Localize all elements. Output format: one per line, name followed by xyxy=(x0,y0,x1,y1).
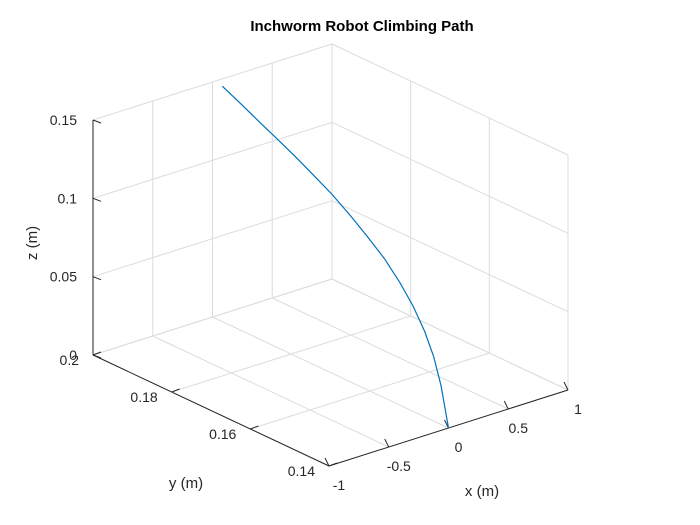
y-tick-mark xyxy=(250,425,259,430)
grid-line xyxy=(331,278,569,391)
grid-line xyxy=(92,43,333,121)
y-tick-label: 0.16 xyxy=(209,426,236,442)
z-tick-mark xyxy=(92,354,102,359)
x-tick-mark xyxy=(563,381,569,391)
z-tick-mark xyxy=(92,276,102,281)
x-tick-label: -0.5 xyxy=(387,458,411,474)
series-layer xyxy=(221,85,450,429)
grid-lines xyxy=(92,43,569,467)
z-tick-mark xyxy=(92,119,102,124)
tick-labels: -1-0.500.510.140.160.180.200.050.10.15 xyxy=(50,112,582,493)
grid-line xyxy=(152,335,389,448)
grid-line xyxy=(250,352,490,430)
grid-line xyxy=(331,200,569,313)
z-tick-mark xyxy=(92,197,102,202)
z-tick-label: 0.1 xyxy=(58,190,78,206)
z-tick-label: 0.05 xyxy=(50,269,77,285)
y-tick-mark xyxy=(92,351,102,356)
y-tick-mark xyxy=(171,388,180,393)
x-tick-label: 0.5 xyxy=(509,420,529,436)
z-tick-label: 0.15 xyxy=(50,112,77,128)
grid-line xyxy=(272,297,509,410)
y-tick-label: 0.2 xyxy=(60,352,80,368)
grid-line xyxy=(92,200,333,278)
x-tick-label: 0 xyxy=(455,439,463,455)
x-tick-label: -1 xyxy=(333,477,346,493)
grid-line xyxy=(92,121,333,199)
grid-line xyxy=(171,315,411,393)
y-axis-label: y (m) xyxy=(169,475,203,492)
y-axis-line xyxy=(92,354,330,467)
grid-line xyxy=(92,278,333,356)
grid-line xyxy=(331,121,569,234)
x-axis-label: x (m) xyxy=(465,483,499,500)
x-tick-mark xyxy=(324,457,330,467)
x-tick-mark xyxy=(384,438,390,448)
z-tick-label: 0 xyxy=(69,347,77,363)
chart-title: Inchworm Robot Climbing Path xyxy=(250,18,473,35)
axis-frame xyxy=(92,119,569,467)
y-tick-label: 0.18 xyxy=(130,389,157,405)
grid-line xyxy=(212,316,449,429)
y-tick-label: 0.14 xyxy=(288,463,315,479)
y-tick-mark xyxy=(328,462,338,467)
series-line-1 xyxy=(221,85,450,429)
grid-line xyxy=(331,43,569,156)
x-tick-mark xyxy=(503,400,509,410)
z-axis-label: z (m) xyxy=(24,226,41,260)
x-tick-label: 1 xyxy=(574,401,582,417)
